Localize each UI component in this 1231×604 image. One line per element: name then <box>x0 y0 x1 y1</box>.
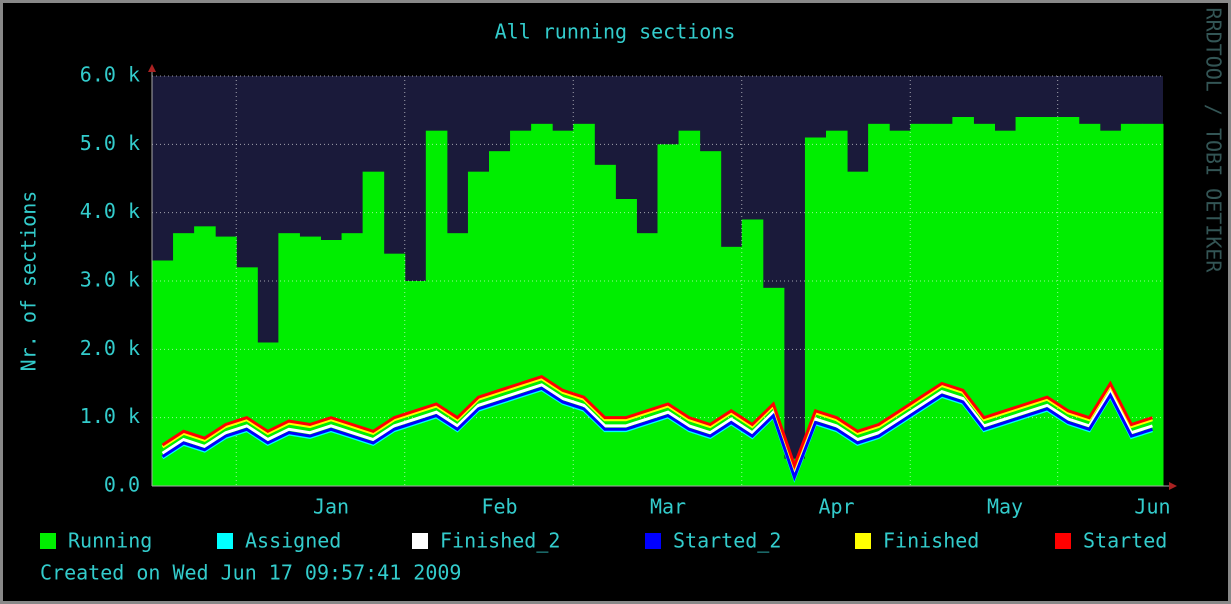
area-segment <box>952 117 974 486</box>
y-tick-label: 5.0 k <box>80 131 140 155</box>
area-segment <box>341 233 364 486</box>
area-segment <box>657 144 680 487</box>
area-segment <box>173 233 195 486</box>
legend-swatch <box>217 533 233 549</box>
y-tick-label: 3.0 k <box>80 268 140 292</box>
area-segment <box>236 267 258 486</box>
area-segment <box>1120 123 1143 486</box>
x-tick-label: Feb <box>481 495 517 519</box>
y-axis-label: Nr. of sections <box>17 191 41 372</box>
area-segment <box>615 199 637 486</box>
area-segment <box>531 123 553 486</box>
y-tick-label: 0.0 <box>104 473 140 497</box>
area-segment <box>152 260 174 486</box>
legend-swatch <box>412 533 428 549</box>
area-segment <box>1099 130 1122 486</box>
area-segment <box>446 233 469 486</box>
legend-label: Finished <box>883 529 979 553</box>
area-segment <box>299 236 321 486</box>
area-segment <box>636 233 658 486</box>
area-segment <box>973 123 995 486</box>
area-segment <box>1015 117 1038 486</box>
area-segment <box>320 240 343 486</box>
y-tick-label: 4.0 k <box>80 199 140 223</box>
x-tick-label: Mar <box>650 495 686 519</box>
legend-label: Started_2 <box>673 529 781 553</box>
area-segment <box>383 253 406 486</box>
area-segment <box>910 123 932 486</box>
legend-swatch <box>645 533 661 549</box>
chart-title: All running sections <box>495 20 736 44</box>
area-segment <box>994 130 1017 486</box>
series-line <box>161 386 1153 482</box>
x-tick-label: Jan <box>313 495 349 519</box>
area-segment <box>425 130 448 486</box>
axis-arrow <box>148 64 156 72</box>
area-segment <box>362 171 385 486</box>
area-segment <box>278 233 300 486</box>
area-segment <box>510 130 532 486</box>
area-segment <box>678 130 701 486</box>
watermark: RRDTOOL / TOBI OETIKER <box>1202 8 1226 274</box>
area-segment <box>699 151 722 486</box>
legend-label: Started <box>1083 529 1167 553</box>
area-segment <box>720 246 743 486</box>
area-segment <box>257 342 279 486</box>
area-segment <box>404 281 427 486</box>
area-segment <box>194 226 216 487</box>
footer: Created on Wed Jun 17 09:57:41 2009 <box>40 561 461 585</box>
area-segment <box>868 123 890 486</box>
area-segment <box>741 219 764 486</box>
area-segment <box>489 151 511 486</box>
area-segment <box>762 287 785 486</box>
area-segment <box>804 137 827 486</box>
area-segment <box>594 164 616 487</box>
axis-arrow <box>1169 482 1177 490</box>
area-segment <box>826 130 848 486</box>
area-segment <box>847 171 869 486</box>
area-segment <box>931 123 953 486</box>
area-segment <box>889 130 911 486</box>
x-tick-label: Jun <box>1134 495 1170 519</box>
legend-swatch <box>40 533 56 549</box>
area-segment <box>215 236 237 486</box>
area-segment <box>1078 123 1101 486</box>
area-segment <box>573 123 595 486</box>
legend-swatch <box>1055 533 1071 549</box>
area-segment <box>1141 123 1164 486</box>
legend-swatch <box>855 533 871 549</box>
series-line <box>161 383 1153 479</box>
x-tick-label: Apr <box>818 495 854 519</box>
y-tick-label: 6.0 k <box>80 63 140 87</box>
area-segment <box>552 130 574 486</box>
series-line <box>161 377 1153 472</box>
legend-label: Running <box>68 529 152 553</box>
legend-label: Assigned <box>245 529 341 553</box>
area-segment <box>1036 117 1059 486</box>
series-line <box>161 375 1153 470</box>
area-segment <box>1057 117 1080 486</box>
legend-label: Finished_2 <box>440 529 560 553</box>
y-tick-label: 1.0 k <box>80 404 140 428</box>
area-segment <box>467 171 490 486</box>
x-tick-label: May <box>987 495 1023 519</box>
y-tick-label: 2.0 k <box>80 336 140 360</box>
